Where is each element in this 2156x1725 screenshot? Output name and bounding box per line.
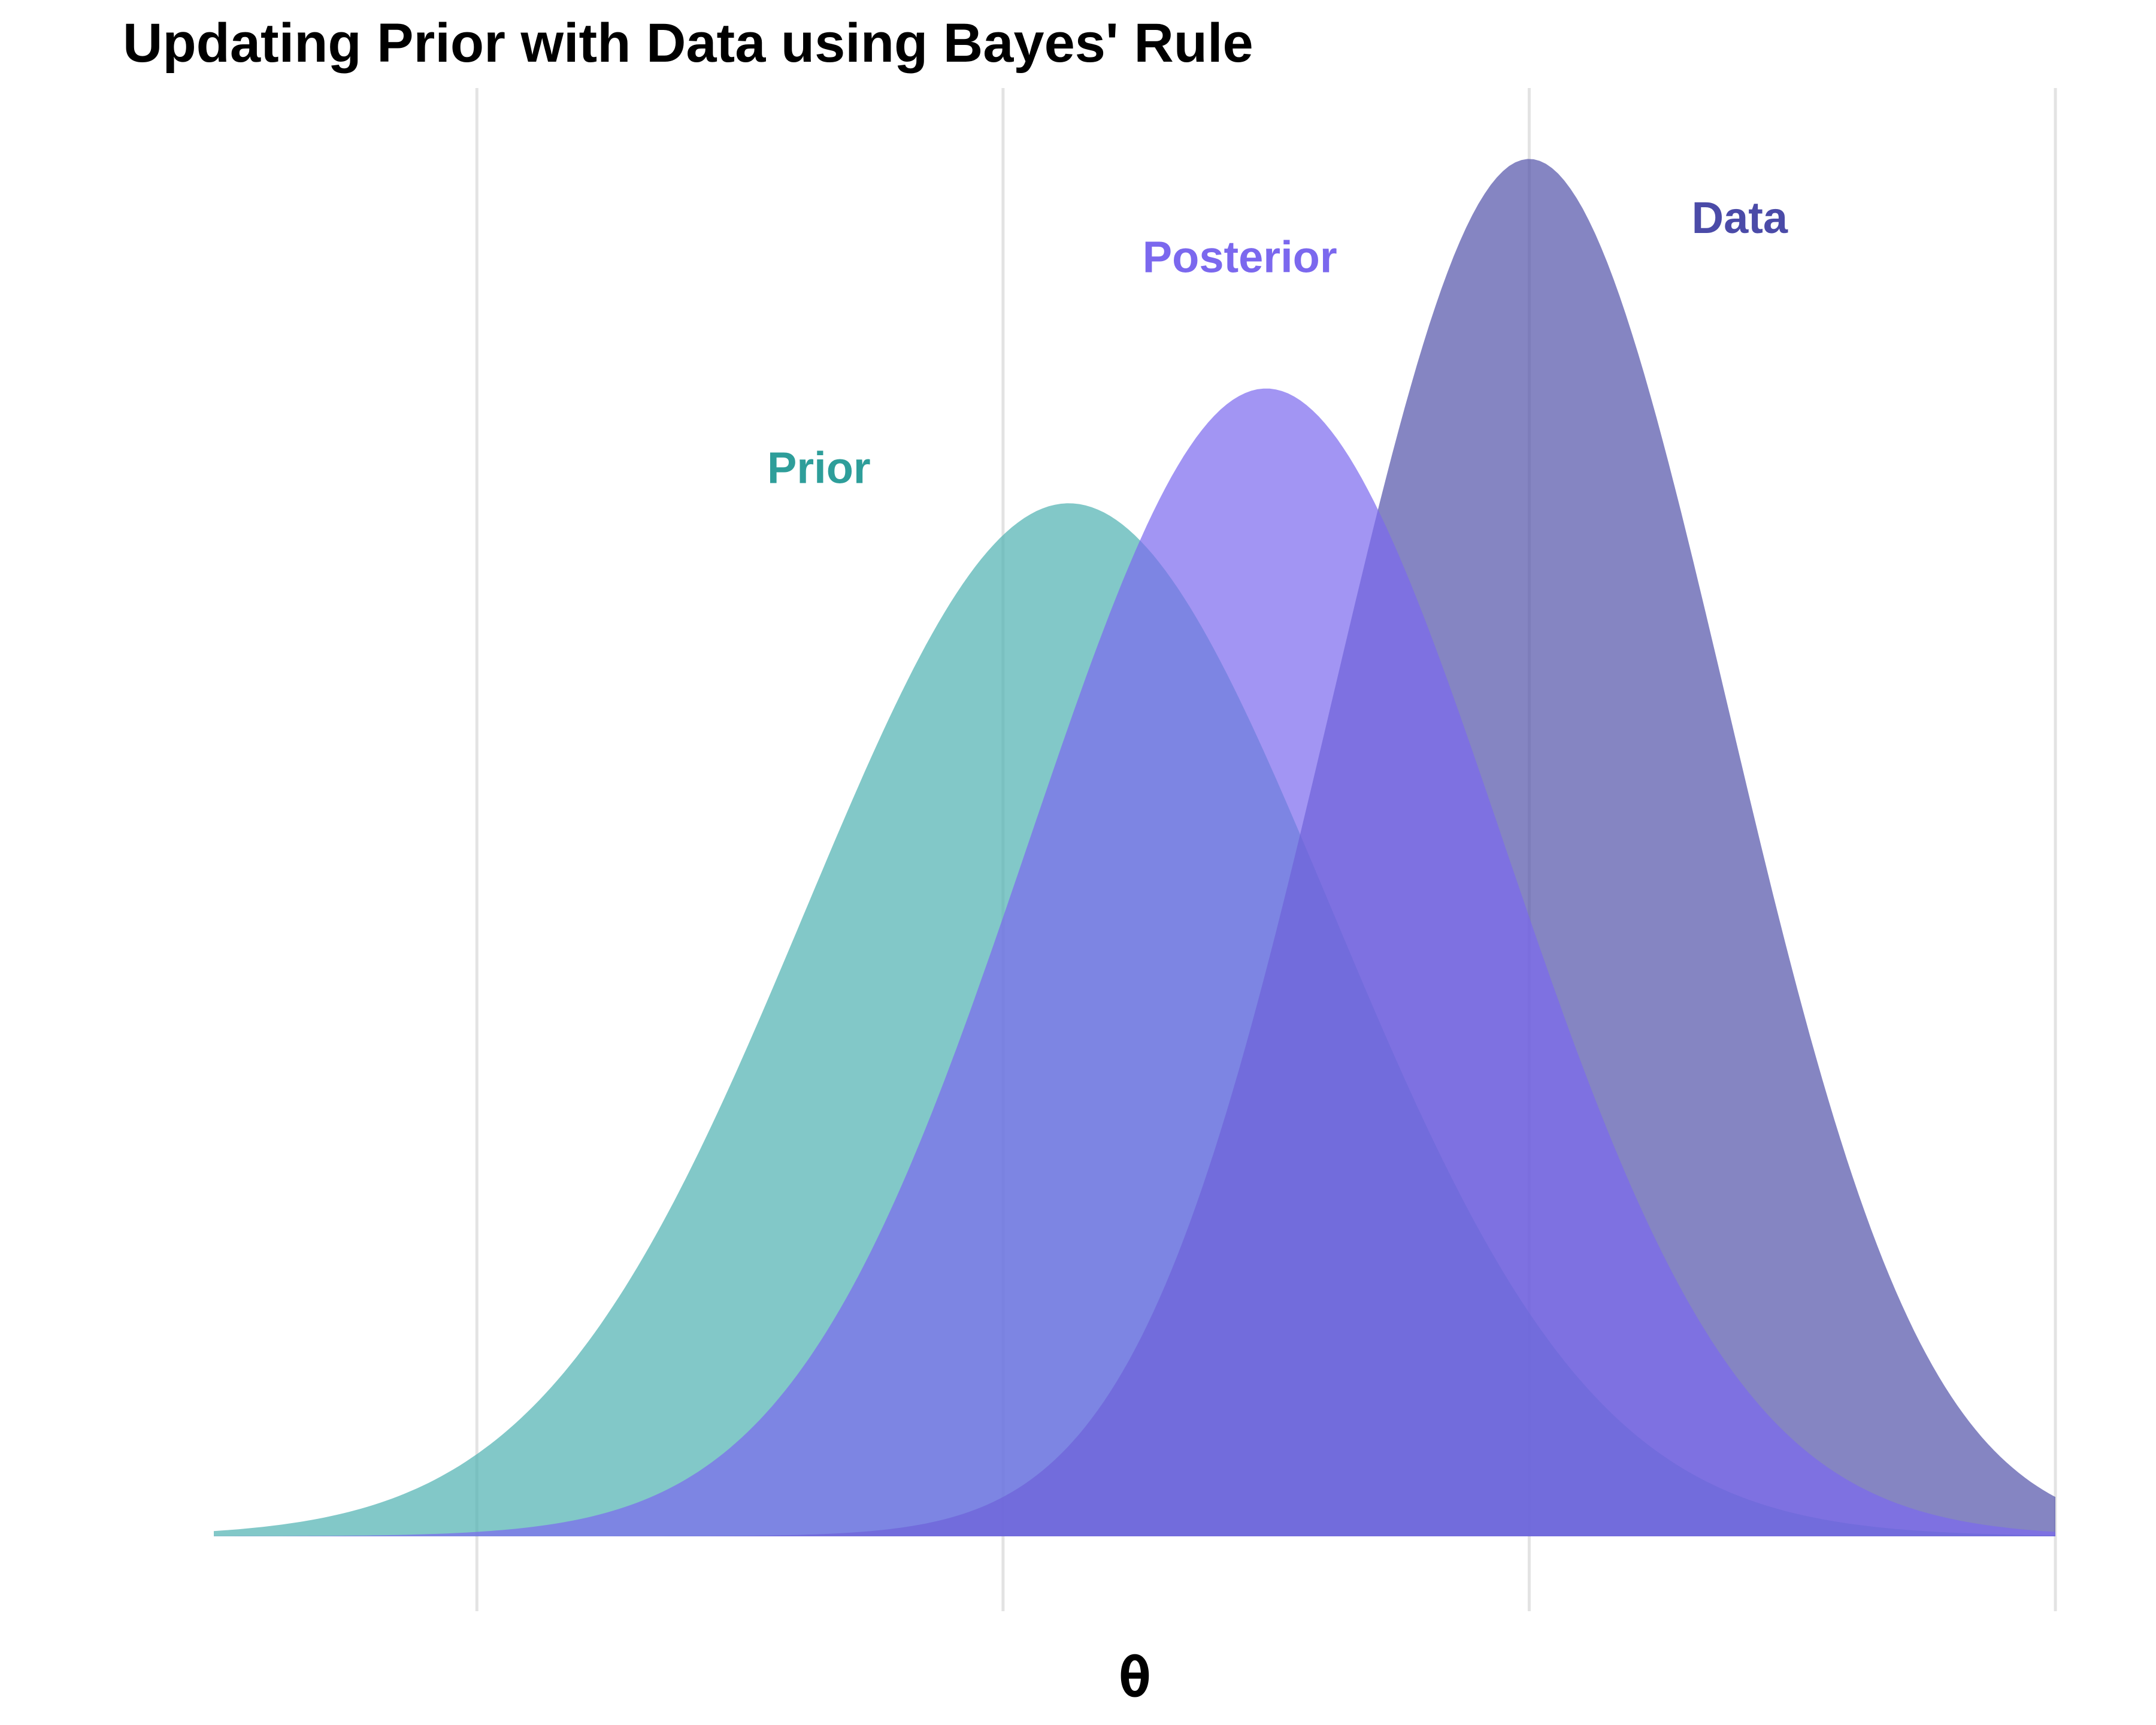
- curve-labels: Prior Data Posterior: [767, 193, 1788, 493]
- density-areas: [214, 159, 2055, 1537]
- label-prior: Prior: [767, 443, 871, 492]
- area-posterior: [214, 388, 2055, 1537]
- label-posterior: Posterior: [1143, 232, 1337, 282]
- x-axis-label: θ: [1118, 1645, 1151, 1709]
- chart-title: Updating Prior with Data using Bayes' Ru…: [123, 13, 1253, 74]
- label-data: Data: [1692, 193, 1788, 243]
